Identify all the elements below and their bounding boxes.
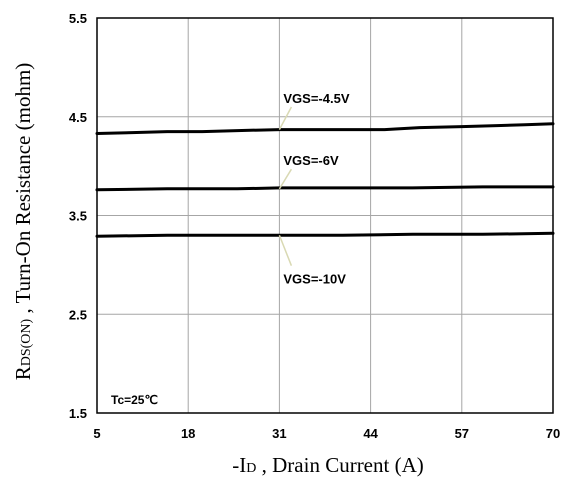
y-axis-title-prefix: R — [11, 366, 35, 380]
x-tick-label: 5 — [93, 426, 100, 441]
x-tick-label: 31 — [272, 426, 286, 441]
x-axis-title: -ID , Drain Current (A) — [232, 453, 424, 477]
x-axis-title-subscript: D — [246, 461, 256, 476]
x-axis-title-rest: , Drain Current (A) — [256, 453, 423, 477]
y-tick-label: 4.5 — [69, 110, 87, 125]
y-tick-label: 3.5 — [69, 209, 87, 224]
x-axis-title-prefix: -I — [232, 453, 246, 477]
x-tick-label: 18 — [181, 426, 195, 441]
series-labels: VGS=-4.5V VGS=-6V VGS=-10V — [278, 91, 350, 287]
series-leader-line-1 — [278, 106, 293, 130]
y-axis-title: RDS(ON) , Turn-On Resistance (mohm) — [11, 63, 35, 381]
x-tick-labels: 5 18 31 44 57 70 — [93, 426, 560, 441]
y-tick-label: 5.5 — [69, 11, 87, 26]
series-label-3: VGS=-10V — [283, 272, 346, 287]
series-leader-line-3 — [278, 234, 293, 266]
series-line-3 — [95, 231, 555, 238]
series-leader-line-2 — [278, 168, 293, 190]
plot-frame — [96, 17, 554, 414]
y-tick-labels: 1.5 2.5 3.5 4.5 5.5 — [69, 11, 87, 421]
x-tick-label: 57 — [455, 426, 469, 441]
series-label-1: VGS=-4.5V — [283, 91, 349, 106]
y-tick-label: 2.5 — [69, 307, 87, 322]
y-tick-label: 1.5 — [69, 406, 87, 421]
series-line-2 — [95, 185, 555, 192]
series-label-2: VGS=-6V — [283, 153, 339, 168]
series-lines — [95, 122, 555, 238]
x-tick-label: 44 — [363, 426, 378, 441]
temperature-note: Tc=25℃ — [111, 393, 158, 407]
grid — [97, 18, 553, 413]
y-axis-title-rest: , Turn-On Resistance (mohm) — [11, 63, 35, 319]
y-axis-title-subscript: DS(ON) — [19, 318, 34, 366]
series-line-1 — [95, 122, 555, 135]
x-tick-label: 70 — [546, 426, 560, 441]
